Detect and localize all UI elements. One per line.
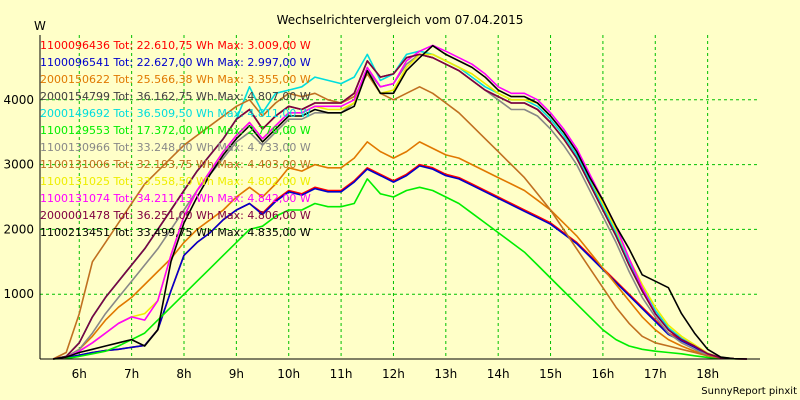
series-line-6 [52,53,747,360]
y-tick-label-3: 4000 [3,93,34,107]
x-tick-label-4: 10h [277,367,300,381]
series-line-11 [52,44,747,360]
legend-entry-7: 1100131006 Tot: 32.193,75 Wh Max: 4.403,… [40,158,311,171]
x-tick-label-3: 9h [229,367,244,381]
legend-entry-4: 2000149692 Tot: 36.509,50 Wh Max: 4.811,… [40,107,311,120]
legend-entry-10: 2000001478 Tot: 36.251,00 Wh Max: 4.806,… [40,209,311,222]
series-line-5 [53,178,747,360]
y-tick-label-1: 2000 [3,222,34,236]
series-line-10 [52,53,747,360]
x-tick-label-12: 18h [696,367,719,381]
y-axis-label: W [34,19,46,33]
x-tick-label-2: 8h [176,367,191,381]
legend-entry-2: 2000150622 Tot: 25.566,38 Wh Max: 3.355,… [40,73,311,86]
x-tick-label-7: 13h [434,367,457,381]
x-tick-label-5: 11h [330,367,353,381]
y-tick-label-0: 1000 [3,287,34,301]
legend-entry-3: 2000154799 Tot: 36.162,75 Wh Max: 4.807,… [40,90,311,103]
x-tick-label-6: 12h [382,367,405,381]
x-tick-label-8: 14h [487,367,510,381]
legend-entry-8: 1100131025 Tot: 33.558,50 Wh Max: 4.802,… [40,175,311,188]
series-line-7 [52,73,747,360]
chart-title: Wechselrichtervergleich vom 07.04.2015 [277,13,524,27]
legend-entry-11: 1100213451 Tot: 33.499,75 Wh Max: 4.835,… [40,226,311,239]
footer-credit: SunnyReport pinxit [701,386,797,397]
series-line-1 [53,165,747,360]
legend-entry-9: 1100131074 Tot: 34.211,13 Wh Max: 4.842,… [40,192,311,205]
legend-entry-6: 1100130966 Tot: 33.248,00 Wh Max: 4.733,… [40,141,311,154]
legend-entry-0: 1100096436 Tot: 22.610,75 Wh Max: 3.009,… [40,39,311,52]
x-tick-label-1: 7h [124,367,139,381]
x-tick-label-9: 15h [539,367,562,381]
series-line-9 [52,44,747,360]
y-tick-label-2: 3000 [3,158,34,172]
x-tick-label-10: 16h [591,367,614,381]
x-tick-label-11: 17h [644,367,667,381]
legend-entry-1: 1100096541 Tot: 22.627,00 Wh Max: 2.997,… [40,56,311,69]
legend-entry-5: 1100129553 Tot: 17.372,00 Wh Max: 2.776,… [40,124,311,137]
x-tick-label-0: 6h [72,367,87,381]
